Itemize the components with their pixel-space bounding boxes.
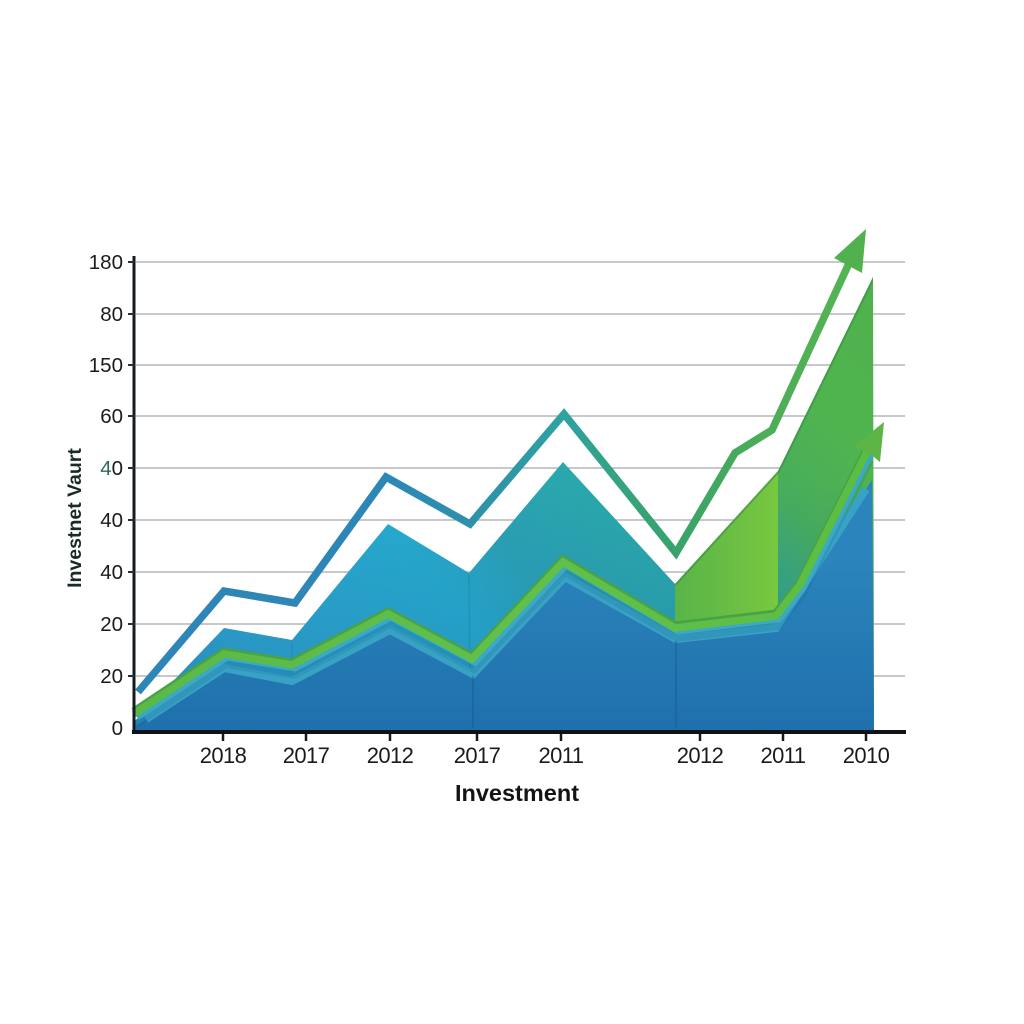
svg-text:80: 80 <box>100 303 123 326</box>
svg-text:2012: 2012 <box>677 743 724 768</box>
svg-text:60: 60 <box>100 405 123 428</box>
svg-text:40: 40 <box>100 509 123 532</box>
svg-text:Investment: Investment <box>455 780 579 806</box>
svg-text:0: 0 <box>112 717 123 740</box>
svg-text:2018: 2018 <box>200 743 247 768</box>
svg-text:20: 20 <box>100 613 123 636</box>
svg-text:180: 180 <box>89 251 123 274</box>
svg-text:2010: 2010 <box>843 743 890 768</box>
svg-text:2011: 2011 <box>761 743 806 768</box>
svg-text:150: 150 <box>89 354 123 377</box>
svg-text:40: 40 <box>100 561 123 584</box>
svg-text:20: 20 <box>100 665 123 688</box>
svg-text:40: 40 <box>100 457 123 480</box>
svg-text:2012: 2012 <box>367 743 414 768</box>
svg-text:2017: 2017 <box>283 743 330 768</box>
svg-text:2011: 2011 <box>539 743 584 768</box>
svg-text:Investnet Vaurt: Investnet Vaurt <box>64 448 86 588</box>
svg-text:2017: 2017 <box>454 743 501 768</box>
